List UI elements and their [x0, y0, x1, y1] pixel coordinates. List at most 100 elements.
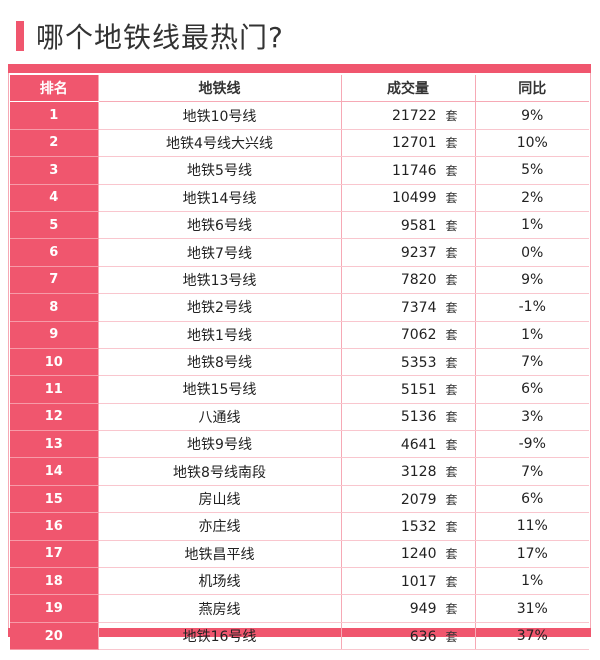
yoy-cell: 2%	[475, 184, 589, 212]
table-row: 17 地铁昌平线 1240 套 17%	[10, 540, 589, 569]
volume-unit: 套	[445, 465, 458, 480]
volume-value: 3128	[400, 464, 437, 481]
volume-value: 5151	[400, 381, 437, 398]
rank-cell: 6	[10, 238, 98, 267]
volume-unit: 套	[445, 273, 458, 288]
volume-value: 5353	[400, 354, 437, 371]
table-row: 19 燕房线 949 套 31%	[10, 594, 589, 623]
yoy-cell: 11%	[475, 512, 589, 541]
volume-cell: 10499 套	[341, 184, 476, 212]
yoy-cell: 10%	[475, 129, 589, 158]
table-row: 8 地铁2号线 7374 套 -1%	[10, 293, 589, 322]
line-name-cell: 地铁8号线	[97, 348, 342, 377]
volume-cell: 2079 套	[341, 485, 476, 514]
yoy-cell: 7%	[475, 348, 589, 377]
volume-unit: 套	[445, 382, 458, 397]
rank-cell: 3	[10, 156, 98, 185]
page-header: 哪个地铁线最热门?	[16, 20, 284, 54]
volume-unit: 套	[445, 191, 458, 206]
line-name-cell: 燕房线	[97, 594, 342, 623]
rank-cell: 4	[10, 184, 98, 212]
rank-cell: 18	[10, 567, 98, 596]
line-name-cell: 地铁10号线	[97, 101, 342, 130]
volume-cell: 1017 套	[341, 567, 476, 596]
line-name-cell: 地铁13号线	[97, 266, 342, 295]
table-row: 1 地铁10号线 21722 套 9%	[10, 101, 589, 130]
volume-cell: 1240 套	[341, 540, 476, 569]
table-row: 18 机场线 1017 套 1%	[10, 567, 589, 596]
header-line: 地铁线	[97, 75, 342, 103]
volume-cell: 5353 套	[341, 348, 476, 377]
volume-value: 7820	[400, 272, 437, 289]
line-name-cell: 地铁5号线	[97, 156, 342, 185]
table-row: 11 地铁15号线 5151 套 6%	[10, 375, 589, 404]
page-title: 哪个地铁线最热门?	[36, 21, 284, 54]
volume-cell: 3128 套	[341, 457, 476, 486]
line-name-cell: 地铁14号线	[97, 184, 342, 212]
yoy-cell: 9%	[475, 266, 589, 295]
volume-unit: 套	[445, 246, 458, 261]
volume-value: 949	[409, 601, 437, 618]
volume-cell: 7062 套	[341, 321, 476, 349]
table-row: 20 地铁16号线 636 套 37%	[10, 622, 589, 651]
volume-unit: 套	[445, 602, 458, 617]
volume-cell: 7374 套	[341, 293, 476, 322]
table-top-band	[8, 64, 591, 73]
line-name-cell: 地铁昌平线	[97, 540, 342, 569]
rank-cell: 16	[10, 512, 98, 541]
table-row: 6 地铁7号线 9237 套 0%	[10, 238, 589, 267]
table-row: 12 八通线 5136 套 3%	[10, 403, 589, 432]
header-volume: 成交量	[341, 75, 476, 103]
header-rank: 排名	[10, 75, 98, 103]
line-name-cell: 地铁8号线南段	[97, 457, 342, 486]
yoy-cell: 31%	[475, 594, 589, 623]
yoy-cell: 17%	[475, 540, 589, 569]
volume-value: 21722	[391, 108, 437, 125]
rank-cell: 11	[10, 375, 98, 404]
volume-value: 2079	[400, 491, 437, 508]
volume-value: 11746	[391, 162, 437, 179]
yoy-cell: 1%	[475, 321, 589, 349]
rank-cell: 20	[10, 622, 98, 651]
yoy-cell: 1%	[475, 211, 589, 240]
rank-cell: 14	[10, 457, 98, 486]
yoy-cell: 37%	[475, 622, 589, 651]
yoy-cell: -9%	[475, 430, 589, 459]
volume-cell: 5151 套	[341, 375, 476, 404]
line-name-cell: 地铁2号线	[97, 293, 342, 322]
rank-cell: 12	[10, 403, 98, 432]
yoy-cell: 1%	[475, 567, 589, 596]
yoy-cell: 6%	[475, 485, 589, 514]
rank-cell: 2	[10, 129, 98, 158]
volume-value: 1017	[400, 573, 437, 590]
yoy-cell: 6%	[475, 375, 589, 404]
line-name-cell: 地铁15号线	[97, 375, 342, 404]
volume-value: 1532	[400, 518, 437, 535]
volume-cell: 11746 套	[341, 156, 476, 185]
volume-cell: 9581 套	[341, 211, 476, 240]
volume-unit: 套	[445, 218, 458, 233]
rank-cell: 13	[10, 430, 98, 459]
volume-unit: 套	[445, 163, 458, 178]
line-name-cell: 机场线	[97, 567, 342, 596]
volume-unit: 套	[445, 300, 458, 315]
volume-value: 9581	[400, 217, 437, 234]
table-header-row: 排名 地铁线 成交量 同比	[10, 75, 589, 103]
rank-cell: 17	[10, 540, 98, 569]
volume-unit: 套	[445, 519, 458, 534]
yoy-cell: 3%	[475, 403, 589, 432]
volume-unit: 套	[445, 629, 458, 644]
table-row: 2 地铁4号线大兴线 12701 套 10%	[10, 129, 589, 158]
volume-value: 12701	[391, 135, 437, 152]
volume-cell: 4641 套	[341, 430, 476, 459]
table-row: 5 地铁6号线 9581 套 1%	[10, 211, 589, 240]
line-name-cell: 地铁9号线	[97, 430, 342, 459]
volume-unit: 套	[445, 109, 458, 124]
volume-value: 7062	[400, 327, 437, 344]
volume-value: 4641	[400, 436, 437, 453]
yoy-cell: -1%	[475, 293, 589, 322]
rank-cell: 8	[10, 293, 98, 322]
table-row: 9 地铁1号线 7062 套 1%	[10, 321, 589, 349]
rank-cell: 7	[10, 266, 98, 295]
volume-value: 7374	[400, 299, 437, 316]
